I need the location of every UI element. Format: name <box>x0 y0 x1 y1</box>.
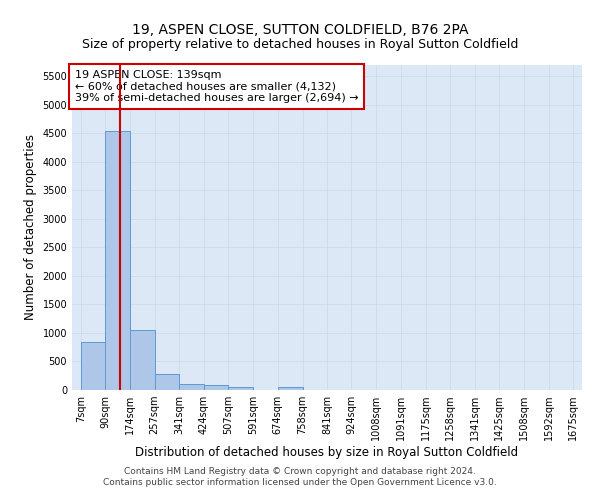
Text: Size of property relative to detached houses in Royal Sutton Coldfield: Size of property relative to detached ho… <box>82 38 518 51</box>
Bar <box>179 384 204 390</box>
Y-axis label: Number of detached properties: Number of detached properties <box>24 134 37 320</box>
Bar <box>155 374 179 390</box>
Bar <box>229 387 253 390</box>
Bar <box>106 130 130 390</box>
Bar <box>278 387 302 390</box>
Text: 19 ASPEN CLOSE: 139sqm
← 60% of detached houses are smaller (4,132)
39% of semi-: 19 ASPEN CLOSE: 139sqm ← 60% of detached… <box>74 70 358 103</box>
Text: Contains HM Land Registry data © Crown copyright and database right 2024.: Contains HM Land Registry data © Crown c… <box>124 467 476 476</box>
Text: Contains public sector information licensed under the Open Government Licence v3: Contains public sector information licen… <box>103 478 497 487</box>
Bar <box>130 330 155 390</box>
Bar <box>81 342 106 390</box>
Bar <box>204 386 229 390</box>
X-axis label: Distribution of detached houses by size in Royal Sutton Coldfield: Distribution of detached houses by size … <box>136 446 518 459</box>
Text: 19, ASPEN CLOSE, SUTTON COLDFIELD, B76 2PA: 19, ASPEN CLOSE, SUTTON COLDFIELD, B76 2… <box>132 22 468 36</box>
